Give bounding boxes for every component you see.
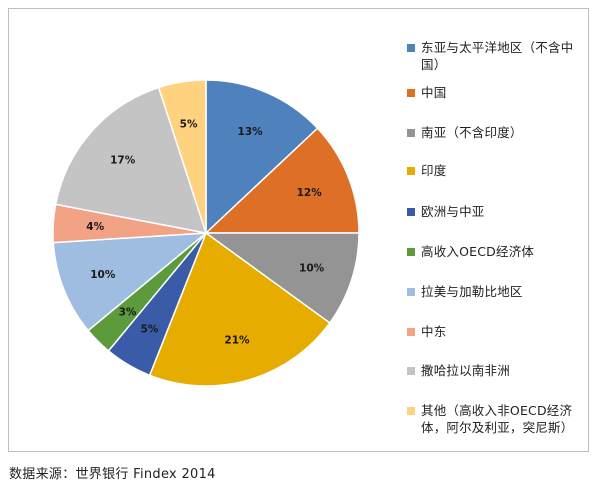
legend-label-line: 南亚（不含印度） — [421, 125, 523, 140]
pie-slice-1 — [204, 127, 360, 234]
legend-item-4: 欧洲与中亚 — [407, 203, 587, 220]
pie-slice-6 — [52, 232, 209, 332]
legend-item-8: 撒哈拉以南非洲 — [407, 362, 587, 379]
pie-slice-label-2: 10% — [299, 262, 325, 274]
legend-swatch-1 — [407, 89, 415, 97]
legend-item-2: 南亚（不含印度） — [407, 124, 587, 141]
pie-slice-8 — [54, 86, 208, 234]
legend-item-0: 东亚与太平洋地区（不含中 国） — [407, 39, 587, 73]
legend-label-5: 高收入OECD经济体 — [421, 243, 534, 260]
pie-slices — [52, 79, 360, 387]
pie-slice-0 — [205, 79, 319, 235]
legend-label-4: 欧洲与中亚 — [421, 203, 485, 220]
legend-label-line: 高收入OECD经济体 — [421, 244, 535, 259]
legend-swatch-9 — [407, 407, 415, 415]
legend-label-line: 体，阿尔及利亚，突尼斯） — [421, 420, 574, 435]
pie-slice-label-4: 5% — [141, 324, 159, 336]
legend-label-7: 中东 — [421, 323, 446, 340]
legend-item-9: 其他（高收入非OECD经济 体，阿尔及利亚，突尼斯） — [407, 402, 587, 436]
pie-slice-3 — [148, 231, 331, 387]
legend-label-1: 中国 — [421, 84, 446, 101]
legend-item-7: 中东 — [407, 323, 587, 340]
legend-item-1: 中国 — [407, 84, 587, 101]
pie-slice-label-7: 4% — [86, 221, 104, 233]
legend-item-3: 印度 — [407, 162, 587, 179]
pie-slice-2 — [203, 232, 360, 324]
pie-slice-label-5: 3% — [119, 307, 137, 319]
pie-slice-label-1: 12% — [297, 187, 323, 199]
legend-label-line: 印度 — [421, 163, 447, 178]
legend-label-3: 印度 — [421, 162, 446, 179]
legend-label-line: 其他（高收入非OECD经济 — [421, 403, 573, 418]
legend-swatch-6 — [407, 288, 415, 296]
pie-slice-9 — [157, 79, 207, 234]
legend-label-line: 撒哈拉以南非洲 — [421, 363, 510, 378]
legend-label-line: 中国 — [421, 85, 447, 100]
legend-swatch-5 — [407, 248, 415, 256]
legend-label-line: 欧洲与中亚 — [421, 204, 485, 219]
legend-label-line: 中东 — [421, 324, 447, 339]
legend-swatch-7 — [407, 328, 415, 336]
legend-label-9: 其他（高收入非OECD经济 体，阿尔及利亚，突尼斯） — [421, 402, 573, 436]
legend-label-6: 拉美与加勒比地区 — [421, 283, 523, 300]
legend-label-line: 拉美与加勒比地区 — [421, 284, 523, 299]
pie-slice-label-9: 5% — [180, 118, 198, 130]
legend-label-2: 南亚（不含印度） — [421, 124, 523, 141]
pie-slice-label-6: 10% — [90, 269, 116, 281]
pie-slice-label-0: 13% — [238, 126, 264, 138]
legend-swatch-0 — [407, 44, 415, 52]
pie-slice-label-8: 17% — [110, 155, 136, 167]
legend-label-line: 国） — [421, 57, 447, 72]
legend-item-5: 高收入OECD经济体 — [407, 243, 587, 260]
pie-slice-labels: 13% 12% 10% 21% 5% 3% 10% 4% 17% 5% — [86, 118, 324, 346]
legend-swatch-4 — [407, 208, 415, 216]
legend-label-8: 撒哈拉以南非洲 — [421, 362, 510, 379]
legend-swatch-2 — [407, 129, 415, 137]
source-note: 数据来源：世界银行 Findex 2014 — [9, 467, 216, 482]
pie-slice-label-3: 21% — [224, 335, 250, 347]
legend-item-6: 拉美与加勒比地区 — [407, 283, 587, 300]
legend-swatch-3 — [407, 167, 415, 175]
legend-label-line: 东亚与太平洋地区（不含中 — [421, 40, 574, 55]
legend-label-0: 东亚与太平洋地区（不含中 国） — [421, 39, 573, 73]
legend-swatch-8 — [407, 367, 415, 375]
pie-chart: 13% 12% 10% 21% 5% 3% 10% 4% 17% 5% — [52, 79, 360, 387]
chart-frame: 13% 12% 10% 21% 5% 3% 10% 4% 17% 5% 东亚与太平洋地区（不含中国… — [8, 8, 589, 452]
